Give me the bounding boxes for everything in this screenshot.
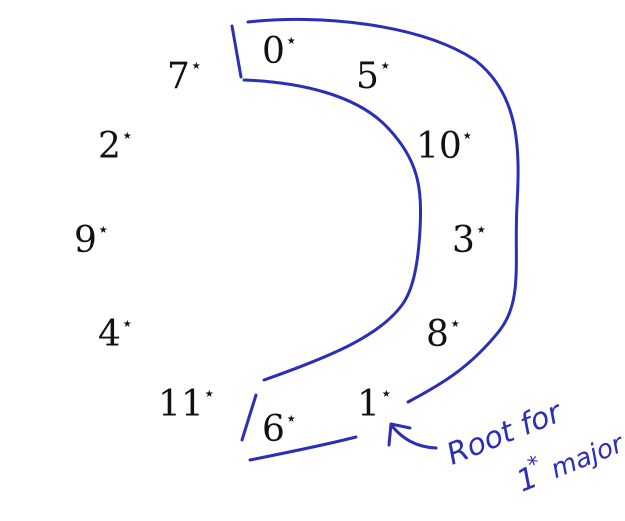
label-star-icon: ⋆ — [121, 123, 134, 147]
label-number: 8 — [426, 314, 449, 355]
label-star-icon: ⋆ — [190, 53, 203, 77]
arrow-head — [387, 422, 412, 447]
label-star-icon: ⋆ — [97, 217, 110, 241]
label-number: 6 — [262, 409, 285, 450]
label-star-icon: ⋆ — [285, 406, 298, 430]
label-number: 5 — [356, 56, 379, 97]
circle-label-0: 0 ⋆ — [262, 28, 298, 72]
label-star-icon: ⋆ — [475, 217, 488, 241]
circle-label-2: 2 ⋆ — [98, 123, 134, 167]
label-star-icon: ⋆ — [449, 311, 462, 335]
circle-label-5: 5 ⋆ — [356, 53, 392, 97]
label-star-icon: ⋆ — [461, 123, 474, 147]
outline-bottom-line — [248, 435, 358, 462]
root-arrow — [387, 422, 438, 450]
outline-top-left-tick — [230, 24, 243, 79]
highlight-outline — [230, 17, 520, 462]
label-star-icon: ⋆ — [121, 311, 134, 335]
circle-label-9: 9 ⋆ — [74, 217, 110, 261]
label-star-icon: ⋆ — [285, 28, 298, 52]
circle-label-7: 7 ⋆ — [167, 53, 203, 97]
label-number: 7 — [167, 56, 190, 97]
outline-bottom-left-tick — [240, 393, 258, 442]
outline-inner-arc — [242, 78, 423, 382]
label-number: 3 — [452, 220, 475, 261]
circle-label-4: 4 ⋆ — [98, 311, 134, 355]
label-number: 2 — [98, 126, 121, 167]
circle-labels: 0 ⋆5 ⋆10 ⋆3 ⋆8 ⋆1 ⋆6 ⋆11 ⋆4 ⋆9 ⋆2 ⋆7 ⋆ — [74, 28, 488, 450]
circle-label-10: 10 ⋆ — [416, 123, 474, 167]
label-number: 9 — [74, 220, 97, 261]
label-number: 11 — [158, 384, 204, 425]
circle-label-6: 6 ⋆ — [262, 406, 298, 450]
label-star-icon: ⋆ — [380, 381, 393, 405]
label-number: 4 — [98, 314, 121, 355]
circle-label-11: 11 ⋆ — [158, 381, 216, 425]
circle-label-1: 1 ⋆ — [357, 381, 393, 425]
label-star-icon: ⋆ — [379, 53, 392, 77]
annotation-word: major — [547, 428, 625, 485]
label-number: 0 — [262, 31, 285, 72]
root-annotation: Root for 1 * major — [442, 394, 625, 499]
label-number: 10 — [416, 126, 462, 167]
label-star-icon: ⋆ — [203, 381, 216, 405]
outline-outer-arc — [246, 17, 520, 404]
circle-label-3: 3 ⋆ — [452, 217, 488, 261]
arrow-shaft — [390, 424, 438, 450]
circle-label-8: 8 ⋆ — [426, 311, 462, 355]
label-number: 1 — [357, 384, 380, 425]
